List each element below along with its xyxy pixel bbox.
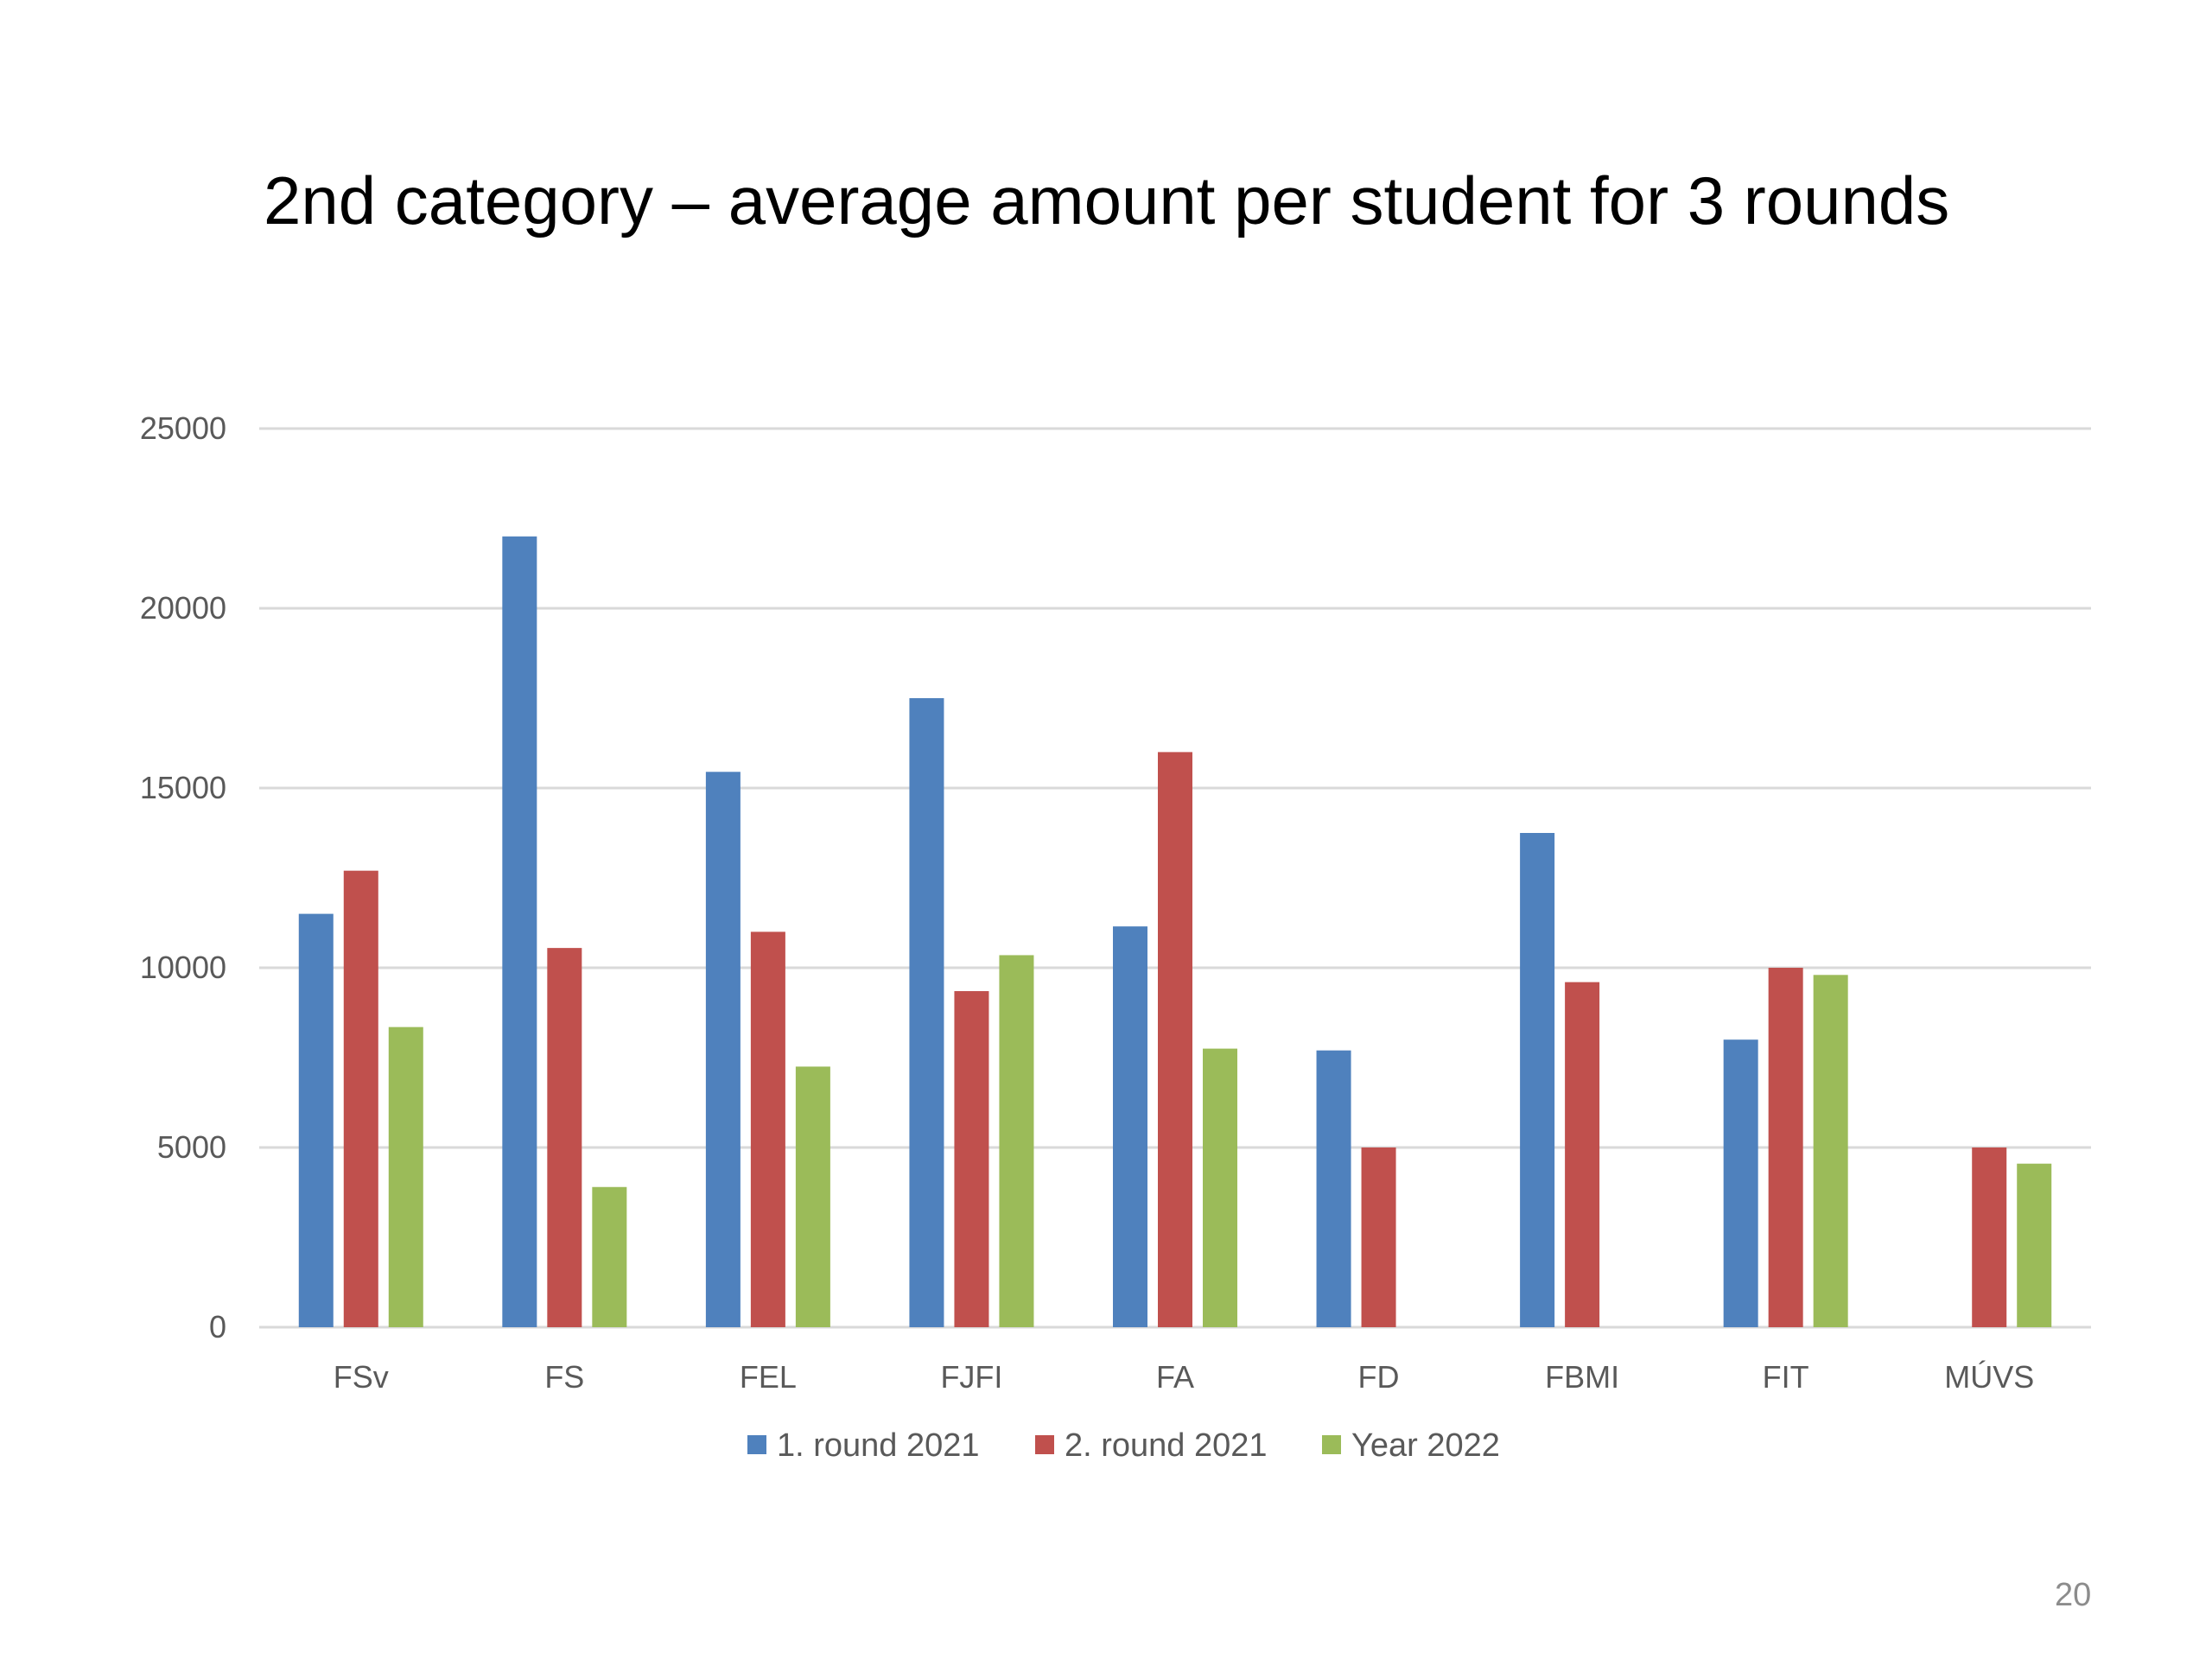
bar-FD-1. round 2021 bbox=[1316, 1050, 1351, 1327]
y-tick-label: 15000 bbox=[140, 770, 226, 805]
bar-FIT-1. round 2021 bbox=[1723, 1039, 1758, 1327]
bar-FD-2. round 2021 bbox=[1361, 1147, 1396, 1327]
bar-FEL-2. round 2021 bbox=[750, 931, 785, 1327]
x-tick-label: FSv bbox=[334, 1359, 389, 1395]
y-tick-label: 20000 bbox=[140, 590, 226, 626]
x-tick-label: FS bbox=[544, 1359, 584, 1395]
x-axis-ticks: FSv FS FEL FJFI FA FD FBMI FIT MÚVS bbox=[334, 1359, 2034, 1395]
legend-label: 1. round 2021 bbox=[777, 1427, 980, 1464]
y-tick-label: 10000 bbox=[140, 950, 226, 985]
legend-item: 1. round 2021 bbox=[747, 1427, 980, 1464]
bar-FSv-1. round 2021 bbox=[298, 913, 334, 1327]
x-tick-label: FBMI bbox=[1545, 1359, 1619, 1395]
bar-FS-Year 2022 bbox=[592, 1186, 627, 1327]
bar-FS-1. round 2021 bbox=[502, 536, 537, 1327]
bar-FA-Year 2022 bbox=[1203, 1048, 1237, 1327]
x-tick-label: FEL bbox=[740, 1359, 797, 1395]
bar-FBMI-1. round 2021 bbox=[1520, 833, 1555, 1327]
legend-swatch bbox=[747, 1435, 766, 1454]
page-number: 20 bbox=[2055, 1577, 2092, 1613]
bar-FA-1. round 2021 bbox=[1113, 926, 1147, 1327]
legend-label: 2. round 2021 bbox=[1065, 1427, 1268, 1464]
bars bbox=[298, 536, 2052, 1327]
bar-FBMI-2. round 2021 bbox=[1565, 982, 1600, 1327]
bar-FJFI-Year 2022 bbox=[999, 955, 1034, 1327]
bar-FIT-2. round 2021 bbox=[1768, 968, 1803, 1327]
bar-FJFI-1. round 2021 bbox=[909, 698, 944, 1327]
legend-item: Year 2022 bbox=[1322, 1427, 1500, 1464]
x-tick-label: FD bbox=[1358, 1359, 1400, 1395]
y-tick-label: 25000 bbox=[140, 410, 226, 446]
bar-FIT-Year 2022 bbox=[1813, 975, 1848, 1327]
bar-FA-2. round 2021 bbox=[1158, 752, 1192, 1327]
y-tick-label: 0 bbox=[209, 1309, 226, 1344]
legend-item: 2. round 2021 bbox=[1035, 1427, 1268, 1464]
bar-FJFI-2. round 2021 bbox=[954, 991, 989, 1327]
bar-FSv-Year 2022 bbox=[388, 1027, 423, 1327]
bar-MÚVS-Year 2022 bbox=[2017, 1163, 2052, 1327]
x-tick-label: MÚVS bbox=[1944, 1359, 2034, 1395]
legend-swatch bbox=[1035, 1435, 1054, 1454]
legend-swatch bbox=[1322, 1435, 1341, 1454]
bar-MÚVS-2. round 2021 bbox=[1972, 1147, 2007, 1327]
bar-FEL-1. round 2021 bbox=[705, 772, 741, 1327]
x-tick-label: FA bbox=[1156, 1359, 1194, 1395]
legend-label: Year 2022 bbox=[1351, 1427, 1500, 1464]
x-tick-label: FJFI bbox=[940, 1359, 1002, 1395]
y-tick-label: 5000 bbox=[157, 1129, 226, 1165]
y-axis-ticks: 0 5000 10000 15000 20000 25000 bbox=[140, 410, 226, 1344]
bar-FEL-Year 2022 bbox=[795, 1066, 830, 1327]
legend: 1. round 2021 2. round 2021 Year 2022 bbox=[747, 1427, 1500, 1464]
bar-FS-2. round 2021 bbox=[547, 948, 582, 1327]
x-tick-label: FIT bbox=[1763, 1359, 1809, 1395]
slide-title: 2nd category – average amount per studen… bbox=[264, 162, 1950, 238]
bar-FSv-2. round 2021 bbox=[343, 870, 378, 1327]
